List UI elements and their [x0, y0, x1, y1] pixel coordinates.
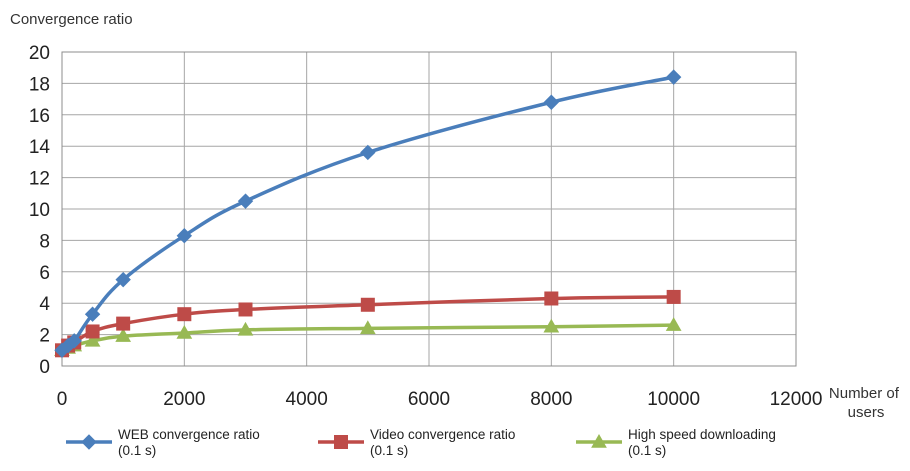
legend-label: Video convergence ratio (0.1 s): [370, 427, 515, 458]
x-tick-label: 12000: [770, 389, 823, 410]
x-tick-label: 4000: [286, 389, 328, 410]
y-axis-title: Convergence ratio: [10, 11, 133, 28]
data-point-diamond: [84, 306, 101, 322]
legend-label-line-1: WEB convergence ratio: [118, 427, 260, 442]
y-tick-label: 0: [39, 357, 50, 378]
data-point-triangle: [543, 318, 560, 333]
x-axis-title-line-1: Number of: [829, 385, 900, 402]
plot-border: [61, 51, 797, 367]
data-point-triangle: [591, 433, 607, 448]
data-point-diamond: [66, 333, 82, 349]
data-point-diamond: [176, 227, 193, 244]
data-point-square: [238, 302, 253, 317]
y-tick-label: 2: [39, 326, 50, 347]
data-point-square: [116, 316, 131, 331]
y-tick-label: 18: [29, 74, 50, 95]
data-point-triangle: [359, 320, 376, 335]
data-point-square: [544, 291, 559, 306]
legend-label: WEB convergence ratio (0.1 s): [118, 427, 260, 458]
legend-label-line-2: (0.1 s): [370, 443, 408, 458]
x-tick-label: 10000: [647, 389, 700, 410]
legend-label-line-1: High speed downloading: [628, 427, 776, 442]
x-tick-label: 6000: [408, 389, 450, 410]
legend-label-line-2: (0.1 s): [118, 443, 156, 458]
data-point-diamond: [237, 193, 254, 209]
legend-item-1: WEB convergence ratio (0.1 s): [66, 427, 260, 458]
y-tick-label: 16: [29, 106, 50, 127]
series-layer: [54, 69, 682, 359]
y-tick-label: 8: [39, 231, 50, 252]
x-tick-label: 8000: [530, 389, 572, 410]
series-1: [54, 69, 682, 359]
y-tick-label: 4: [39, 294, 50, 315]
x-axis-title: Number of users: [829, 385, 903, 421]
data-point-diamond: [360, 144, 376, 161]
x-axis-title-line-2: users: [848, 404, 885, 421]
legend: WEB convergence ratio (0.1 s)Video conver…: [66, 427, 776, 458]
data-point-diamond: [115, 271, 131, 288]
legend-label-line-1: Video convergence ratio: [370, 427, 515, 442]
y-tick-label: 10: [29, 200, 50, 221]
data-point-diamond: [665, 69, 682, 85]
y-tick-label: 6: [39, 263, 50, 284]
x-tick-label: 2000: [163, 389, 205, 410]
label-layer: Convergence ratio Number of users: [10, 11, 903, 421]
data-point-square: [334, 435, 348, 449]
legend-item-3: High speed downloading (0.1 s): [576, 427, 776, 458]
data-point-diamond: [81, 434, 97, 450]
data-point-triangle: [237, 321, 254, 336]
data-point-triangle: [176, 325, 193, 339]
y-tick-label: 14: [29, 137, 51, 158]
legend-label-line-2: (0.1 s): [628, 443, 666, 458]
data-point-square: [360, 297, 375, 312]
data-point-square: [177, 307, 192, 322]
x-tick-label: 0: [57, 389, 68, 410]
legend-label: High speed downloading (0.1 s): [628, 427, 776, 458]
legend-item-2: Video convergence ratio (0.1 s): [318, 427, 515, 458]
data-point-diamond: [543, 94, 560, 110]
axis-layer: 0 2 4 6 8 10 12 14 16 18 20 0 2000 4000 6000 8000 10000 1…: [29, 43, 823, 410]
data-point-triangle: [665, 317, 682, 331]
data-point-square: [666, 289, 681, 304]
data-point-triangle: [84, 332, 101, 347]
data-point-triangle: [115, 328, 132, 342]
y-tick-label: 12: [29, 169, 50, 190]
y-tick-label: 20: [29, 43, 50, 64]
data-point-square: [85, 324, 100, 339]
